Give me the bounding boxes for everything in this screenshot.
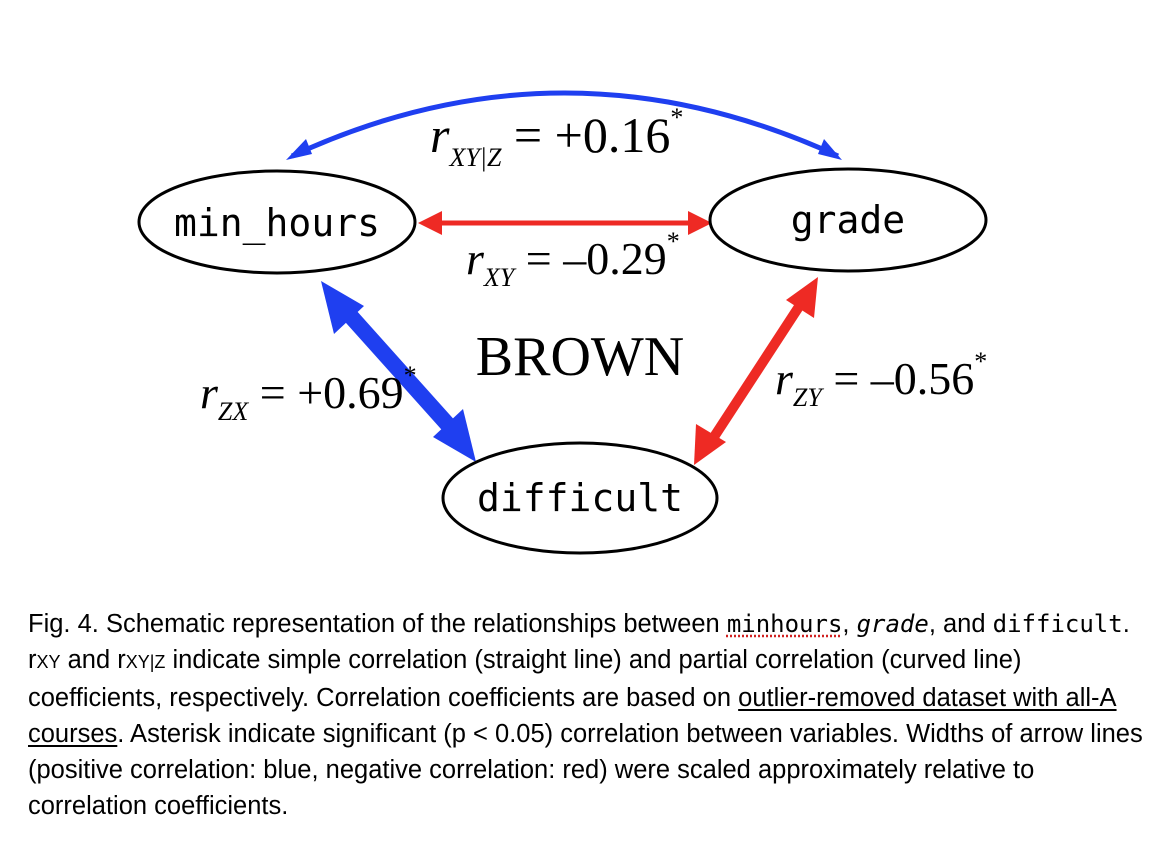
zx-value: = +0.69: [248, 367, 403, 418]
node-grade: [708, 167, 988, 273]
xy-star: *: [667, 227, 680, 256]
zx-r: r: [200, 367, 219, 418]
zy-arrowhead-top: [786, 277, 818, 318]
simple-correlation-zx-arrow: [332, 296, 464, 442]
group-title: BROWN: [476, 326, 684, 388]
zy-correlation-label: rZY = –0.56*: [775, 347, 987, 412]
zy-arrowhead-bottom: [694, 424, 726, 465]
node-min-hours-label: min_hours: [174, 201, 380, 246]
caption-text: . Asterisk indicate significant (p < 0.0…: [28, 720, 1143, 820]
partial-value: = +0.16: [501, 107, 670, 163]
caption-subscript: XY: [36, 652, 61, 672]
caption-text: indicate simple correlation (straight li…: [28, 646, 1022, 712]
zx-arrowhead-bottom: [433, 409, 476, 462]
xy-correlation-label: rXY = –0.29*: [466, 227, 680, 292]
figure-caption: Fig. 4. Schematic representation of the …: [28, 606, 1153, 824]
xy-arrowhead-right: [688, 211, 712, 235]
zx-correlation-label: rZX = +0.69*: [200, 361, 417, 426]
node-grade-label: grade: [791, 198, 905, 242]
zx-arrowhead-top: [321, 281, 364, 334]
zy-subscript: ZY: [793, 383, 824, 412]
zx-subscript: ZX: [218, 397, 249, 426]
zx-star: *: [404, 361, 417, 390]
caption-var-difficult: difficult: [992, 610, 1123, 638]
xy-r: r: [466, 233, 485, 284]
caption-var-grade: grade: [856, 610, 929, 638]
node-min-hours: [137, 169, 417, 275]
node-difficult-label: difficult: [477, 476, 683, 520]
xy-arrowhead-left: [418, 211, 442, 235]
caption-subscript: XY|Z: [125, 652, 166, 672]
caption-sep: ,: [842, 610, 857, 638]
correlation-diagram: min_hours grade difficult rXY|Z = +0.16*…: [137, 90, 988, 555]
partial-arrowhead-left: [286, 139, 312, 160]
caption-text: . r: [28, 610, 1130, 674]
partial-arrowhead-right: [818, 139, 842, 160]
zy-value: = –0.56: [822, 353, 974, 404]
xy-value: = –0.29: [514, 233, 666, 284]
partial-star: *: [670, 103, 683, 132]
partial-correlation-label: rXY|Z = +0.16*: [430, 103, 683, 172]
caption-text: and r: [60, 646, 126, 674]
caption-sep: , and: [928, 610, 993, 638]
partial-correlation-arrow: [290, 90, 840, 159]
caption-lead: Fig. 4. Schematic representation of the …: [28, 610, 727, 638]
zy-r: r: [775, 353, 794, 404]
partial-subscript: XY|Z: [448, 143, 501, 172]
zy-star: *: [974, 347, 987, 376]
caption-var-minhours: minhours: [726, 610, 843, 638]
partial-r: r: [430, 107, 450, 163]
xy-subscript: XY: [483, 263, 517, 292]
node-difficult: [441, 441, 719, 555]
caption-dataset-link[interactable]: outlier-removed dataset with all-A cours…: [28, 684, 1117, 748]
simple-correlation-zy-arrow: [707, 299, 807, 443]
